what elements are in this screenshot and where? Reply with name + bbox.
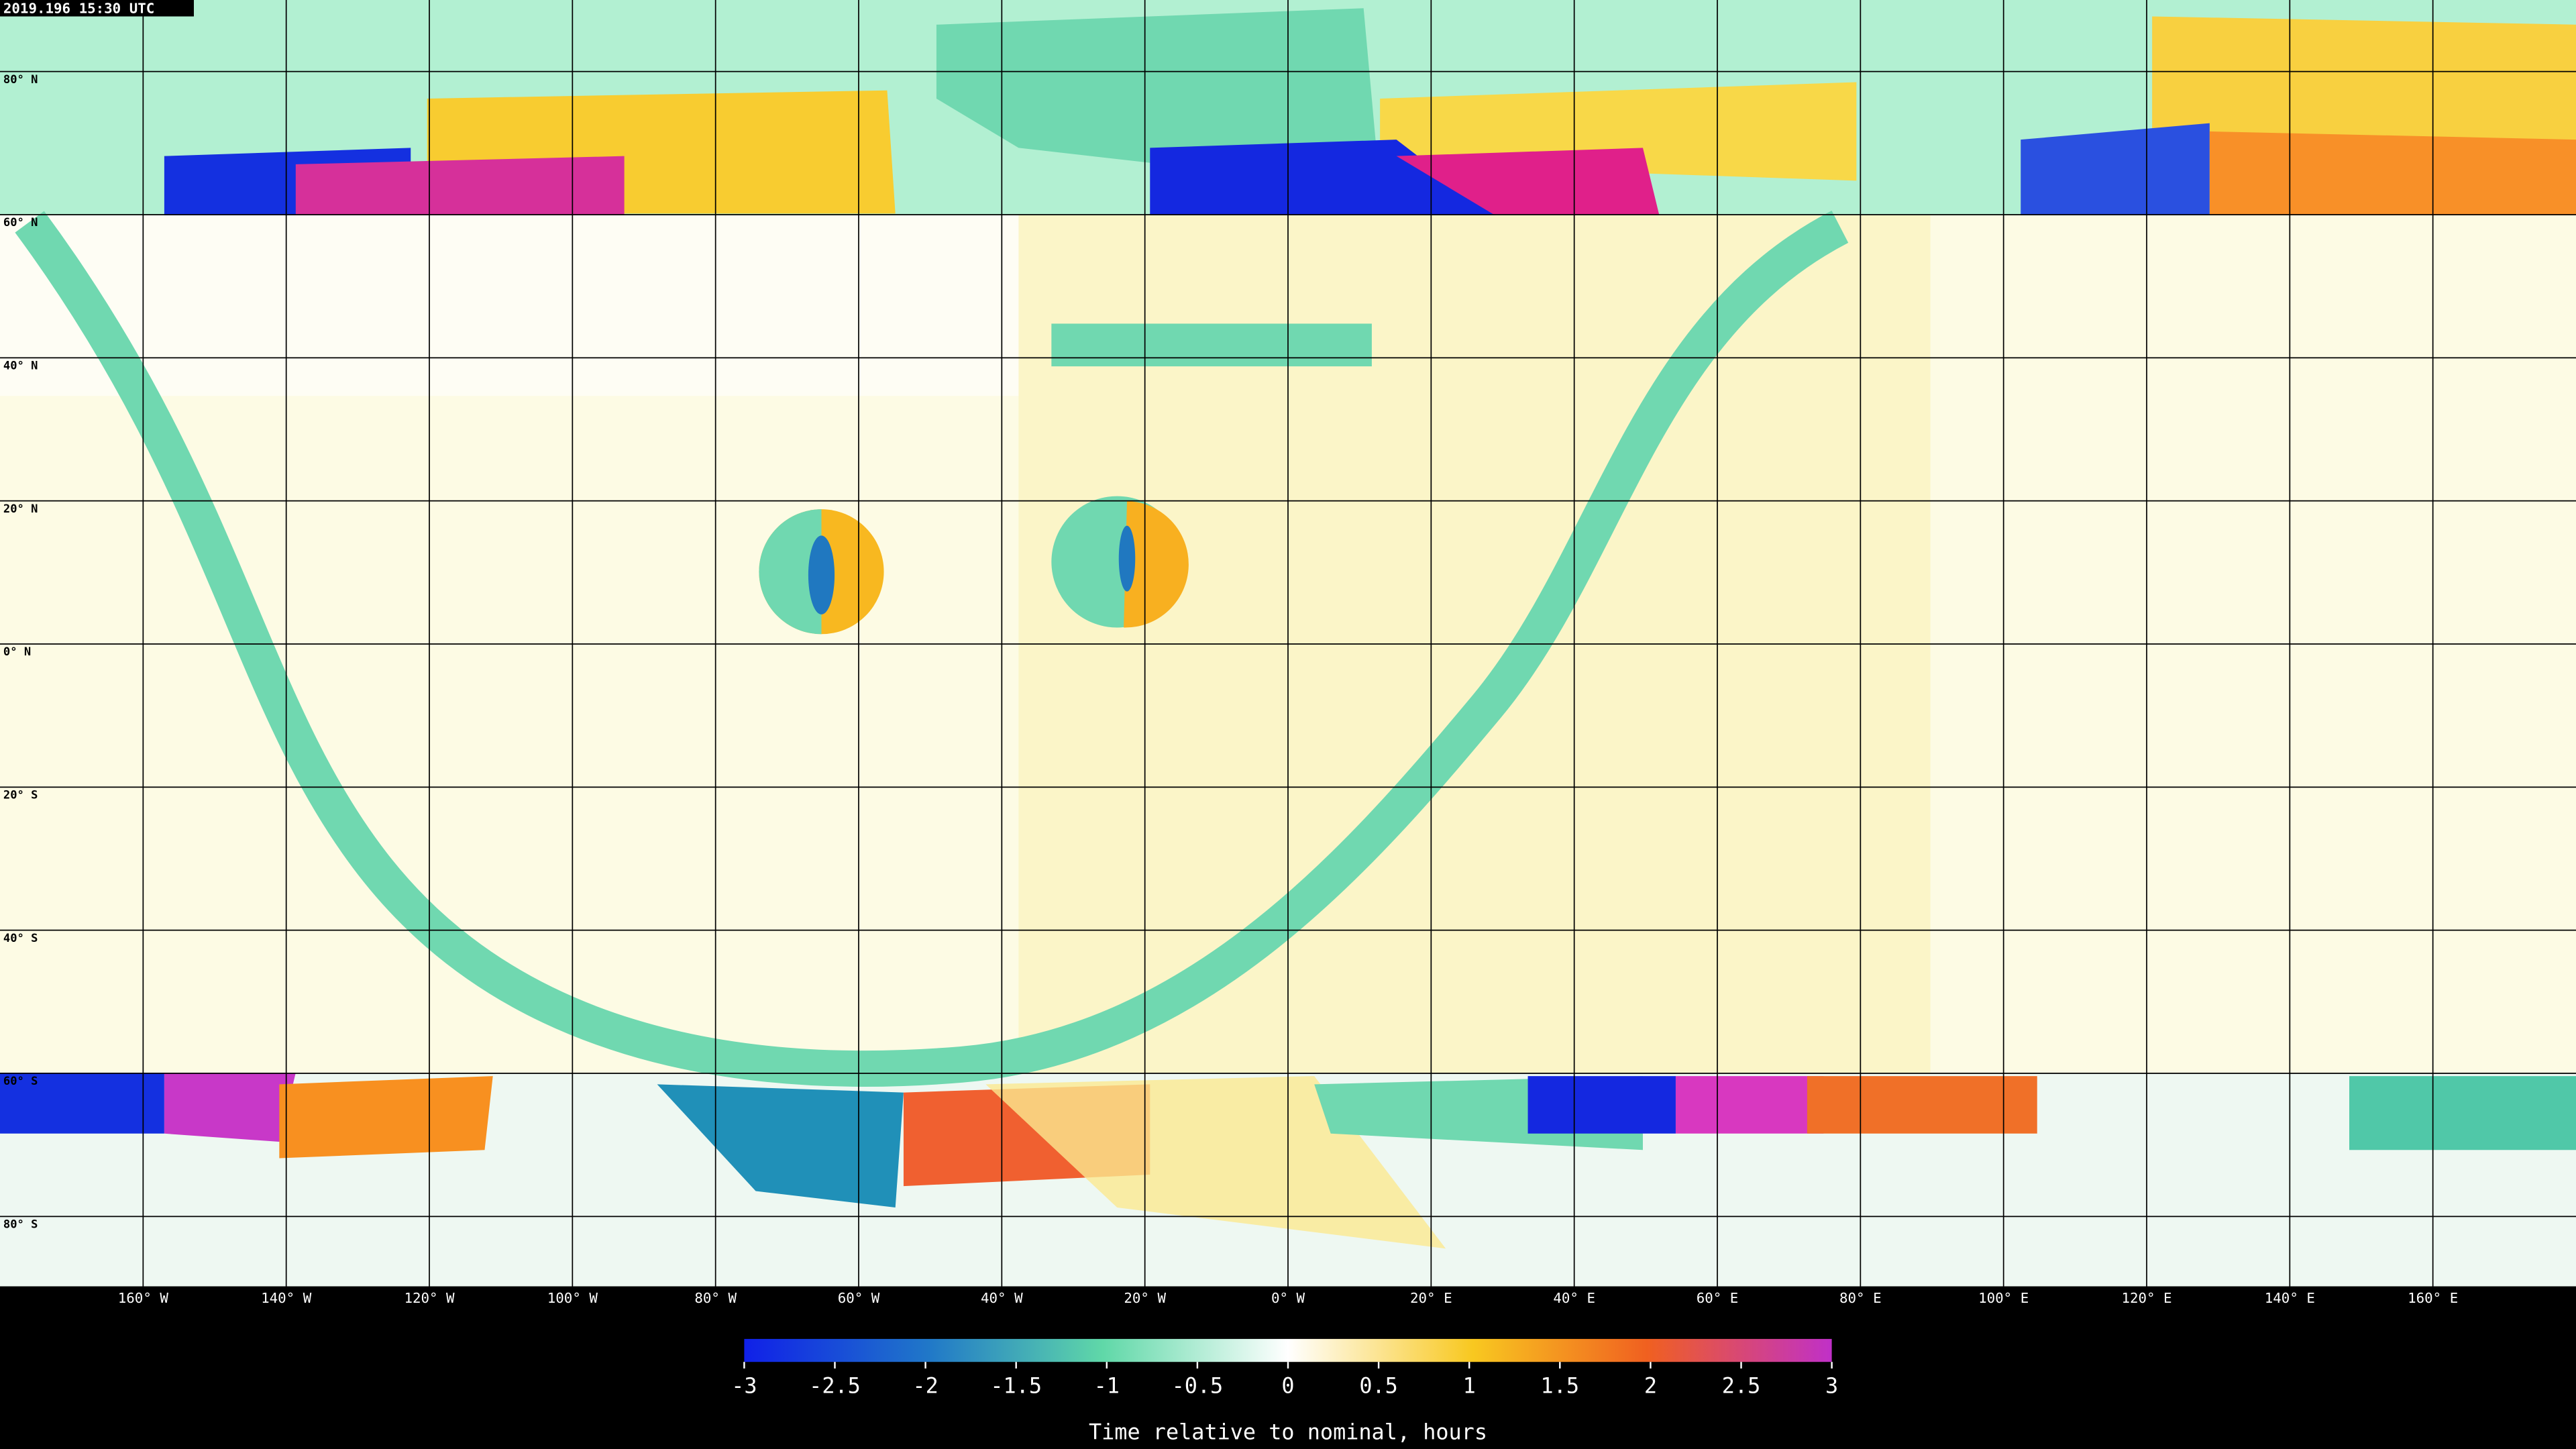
colorbar-tick-label: 1.5 <box>1541 1373 1580 1399</box>
longitude-label: 0° W <box>1271 1290 1305 1306</box>
colorbar-tick-label: -0.5 <box>1172 1373 1224 1399</box>
colorbar-tick-label: 3 <box>1825 1373 1838 1399</box>
longitude-label: 40° E <box>1553 1290 1595 1306</box>
latitude-label: 60° S <box>3 1075 38 1088</box>
colorbar-label: Time relative to nominal, hours <box>1089 1419 1487 1444</box>
graticule <box>0 70 2576 1218</box>
longitude-label: 20° E <box>1410 1290 1452 1306</box>
longitude-label: 100° W <box>547 1290 598 1306</box>
longitude-label: 140° W <box>261 1290 312 1306</box>
longitude-label: 160° W <box>118 1290 169 1306</box>
longitude-label: 60° W <box>838 1290 880 1306</box>
colorbar-tick-label: 2.5 <box>1722 1373 1760 1399</box>
colorbar-tick-label: 1 <box>1463 1373 1476 1399</box>
colorbar-tick-label: -1 <box>1094 1373 1120 1399</box>
longitude-label: 40° W <box>981 1290 1023 1306</box>
latitude-label: 40° S <box>3 932 38 945</box>
latitude-label: 60° N <box>3 216 38 229</box>
timestamp: 2019.196 15:30 UTC <box>3 1 154 17</box>
longitude-label: 80° W <box>694 1290 737 1306</box>
longitude-label: 20° W <box>1124 1290 1166 1306</box>
colorbar-tick-label: -2 <box>912 1373 938 1399</box>
longitude-label: 140° E <box>2265 1290 2315 1306</box>
colorbar-tick-label: -1.5 <box>990 1373 1042 1399</box>
latitude-label: 20° S <box>3 788 38 802</box>
latitude-label: 0° N <box>3 645 31 659</box>
longitude-label: 100° E <box>1978 1290 2029 1306</box>
timestamp-box <box>0 0 194 17</box>
latitude-label: 20° N <box>3 502 38 516</box>
longitude-label: 80° E <box>1839 1290 1882 1306</box>
colorbar-tick-label: 2 <box>1644 1373 1657 1399</box>
latitude-label: 80° N <box>3 73 38 87</box>
longitude-label: 160° E <box>2408 1290 2458 1306</box>
latitude-label: 80° S <box>3 1218 38 1231</box>
latitude-label: 40° N <box>3 359 38 372</box>
longitude-label: 60° E <box>1697 1290 1739 1306</box>
colorbar-tick-label: -3 <box>731 1373 757 1399</box>
longitude-label: 120° E <box>2121 1290 2171 1306</box>
longitude-label: 120° W <box>404 1290 455 1306</box>
colorbar-tick-label: -2.5 <box>809 1373 861 1399</box>
colorbar-tick-label: 0 <box>1281 1373 1294 1399</box>
colorbar-tick-label: 0.5 <box>1359 1373 1398 1399</box>
colorbar <box>744 1338 1832 1362</box>
